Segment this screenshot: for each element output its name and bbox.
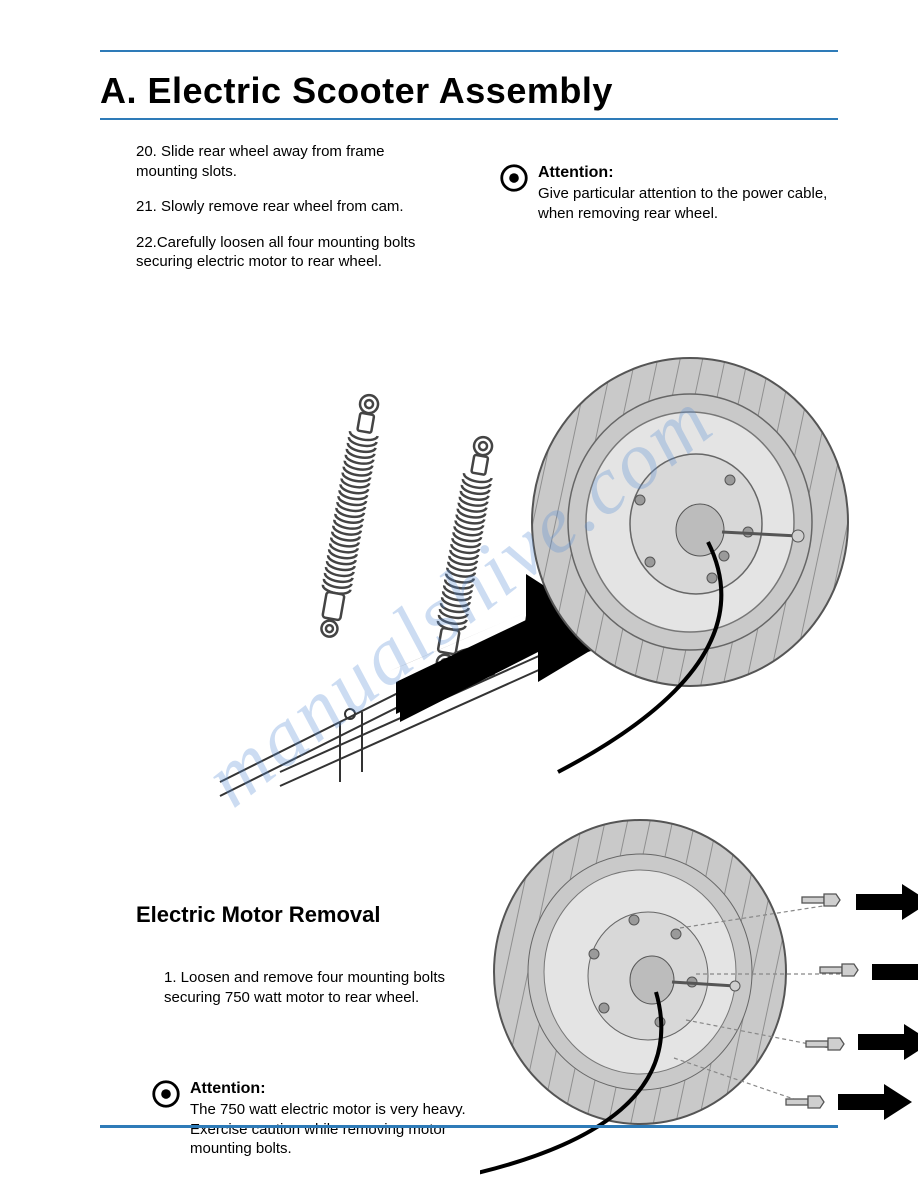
step-22: 22.Carefully loosen all four mounting bo… (136, 233, 446, 272)
step-20: 20. Slide rear wheel away from frame mou… (136, 142, 446, 181)
attention-bottom: Attention: The 750 watt electric motor i… (152, 1080, 472, 1159)
figure-wheel-removal (190, 352, 870, 812)
attention-bottom-title: Attention: (190, 1080, 472, 1098)
top-rule (100, 50, 838, 52)
attention-icon (500, 164, 528, 192)
attention-top-body: Give particular attention to the power c… (538, 184, 840, 223)
page-title: A. Electric Scooter Assembly (100, 70, 838, 112)
steps-block: 20. Slide rear wheel away from frame mou… (136, 142, 446, 272)
bottom-rule (100, 1125, 838, 1128)
title-underline-rule (100, 118, 838, 120)
attention-icon (152, 1080, 180, 1108)
attention-top-title: Attention: (538, 164, 840, 182)
step-21: 21. Slowly remove rear wheel from cam. (136, 197, 446, 217)
motor-removal-step-1: 1. Loosen and remove four mounting bolts… (164, 968, 454, 1009)
attention-bottom-body: The 750 watt electric motor is very heav… (190, 1100, 472, 1159)
attention-top: Attention: Give particular attention to … (500, 164, 840, 223)
subsection-heading: Electric Motor Removal (136, 902, 381, 928)
